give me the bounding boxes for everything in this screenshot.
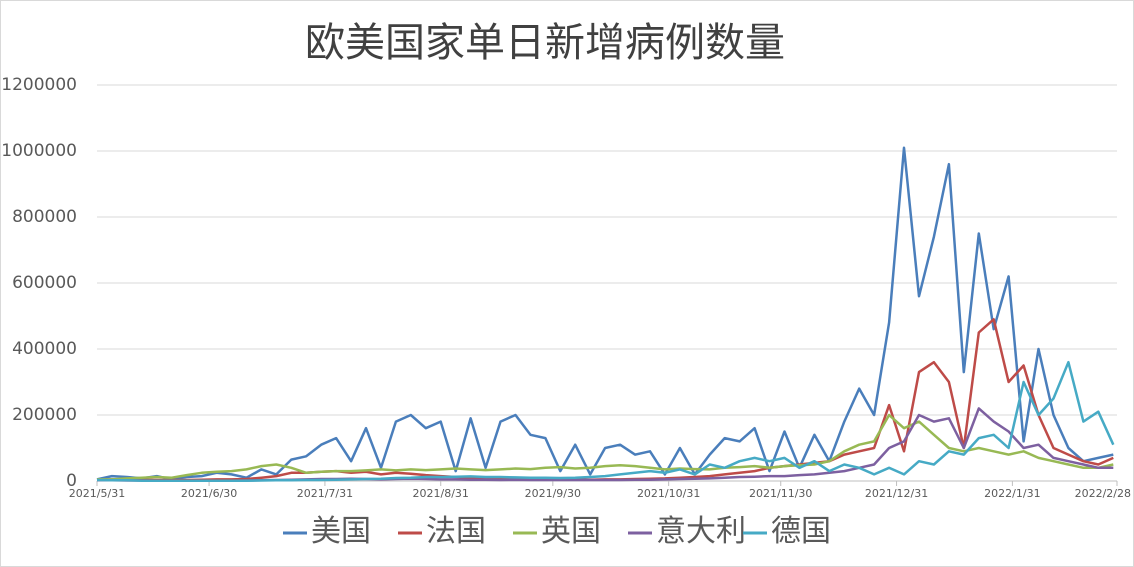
y-tick-label: 600000 bbox=[12, 273, 77, 293]
y-tick-label: 800000 bbox=[12, 207, 77, 227]
x-tick-label: 2021/7/31 bbox=[297, 487, 353, 500]
x-tick-label: 2022/1/31 bbox=[984, 487, 1040, 500]
chart-title: 欧美国家单日新增病例数量 bbox=[305, 20, 785, 66]
x-tick-label: 2021/6/30 bbox=[181, 487, 237, 500]
legend-label: 法国 bbox=[426, 514, 486, 549]
x-tick-label: 2022/2/28 bbox=[1075, 487, 1131, 500]
series-line bbox=[97, 413, 1114, 481]
x-tick-label: 2021/5/31 bbox=[69, 487, 125, 500]
y-tick-label: 200000 bbox=[12, 405, 77, 425]
series-line bbox=[96, 360, 1115, 483]
x-tick-label: 2021/9/30 bbox=[525, 487, 581, 500]
x-tick-label: 2021/12/31 bbox=[865, 487, 928, 500]
x-tick-label: 2021/8/31 bbox=[413, 487, 469, 500]
y-tick-label: 1000000 bbox=[1, 141, 77, 161]
legend-label: 美国 bbox=[311, 514, 371, 549]
legend-label: 意大利 bbox=[656, 514, 746, 549]
series-line bbox=[96, 146, 1114, 481]
x-tick-label: 2021/11/30 bbox=[749, 487, 812, 500]
y-tick-label: 1200000 bbox=[1, 75, 77, 95]
x-tick-label: 2021/10/31 bbox=[637, 487, 700, 500]
legend-label: 英国 bbox=[541, 514, 601, 549]
y-tick-label: 0 bbox=[66, 471, 77, 491]
y-tick-label: 400000 bbox=[12, 339, 77, 359]
legend-label: 德国 bbox=[771, 514, 831, 549]
